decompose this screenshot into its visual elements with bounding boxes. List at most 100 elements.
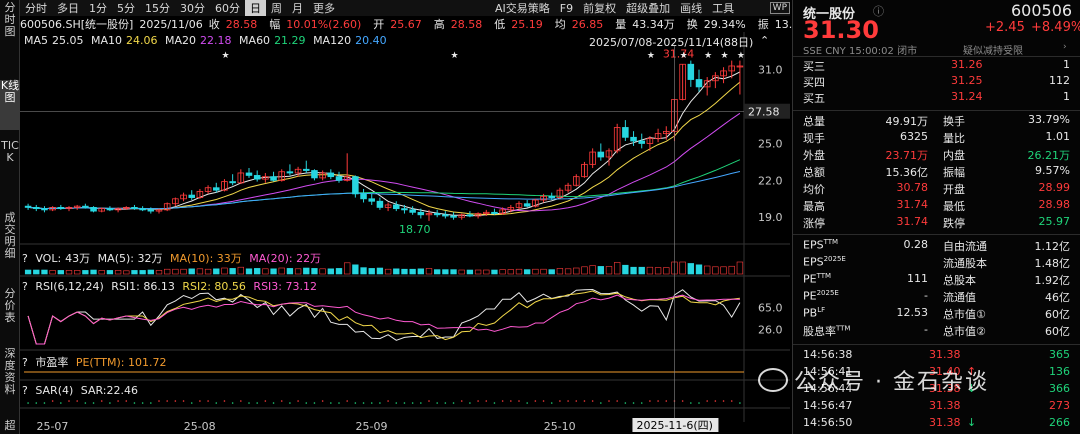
order-label: 买五 xyxy=(803,92,825,105)
period-week[interactable]: 周 xyxy=(271,2,282,15)
volume-bar xyxy=(196,268,204,275)
period-15m[interactable]: 15分 xyxy=(145,2,170,15)
tab-trade-detail[interactable]: 成交明细 xyxy=(4,211,16,260)
collapse-icon[interactable]: ⌃ xyxy=(760,34,770,47)
sar-dot xyxy=(444,402,447,404)
bar-change: 10.01%(2.60) xyxy=(286,18,362,31)
event-star: ★ xyxy=(721,51,729,61)
volume-bar xyxy=(605,266,613,275)
kline-svg[interactable]: 27.58 31.0 25.0 22.0 19.0 31.74 18.70 ★ ★ ★ ★ ★ ★ ★ 65… xyxy=(20,32,790,434)
tab-kline[interactable]: K线图 xyxy=(0,80,20,130)
overlay-button[interactable]: 超级叠加 xyxy=(626,2,671,15)
sar-dot xyxy=(526,402,528,404)
wp-icon[interactable]: WP xyxy=(769,2,790,14)
stat-value: 1.01 xyxy=(1045,130,1071,143)
candle-body xyxy=(327,172,335,178)
candle-body xyxy=(409,209,416,213)
chevron-right-icon[interactable]: › xyxy=(1063,42,1067,52)
period-intraday[interactable]: 分时 xyxy=(25,2,47,15)
tick-volume: 266 xyxy=(1049,416,1070,429)
rsi-tick-label: 26.0 xyxy=(758,323,783,336)
period-more[interactable]: 更多 xyxy=(313,2,335,15)
draw-line-button[interactable]: 画线 xyxy=(680,2,703,15)
kline-chart-area[interactable]: 27.58 31.0 25.0 22.0 19.0 31.74 18.70 ★ ★ ★ ★ ★ ★ ★ 65… xyxy=(20,32,790,434)
stat-key: 总量 xyxy=(803,115,825,128)
ai-strategy-button[interactable]: AI交易策略 xyxy=(495,2,550,15)
period-day[interactable]: 日 xyxy=(245,0,266,16)
sar-dot xyxy=(370,402,373,404)
wechat-icon xyxy=(758,368,788,392)
candle-body xyxy=(90,207,97,212)
sar-dot xyxy=(690,402,692,404)
period-30m[interactable]: 30分 xyxy=(180,2,205,15)
volume-bar xyxy=(147,269,154,275)
candle-body xyxy=(245,172,253,176)
candle-body xyxy=(630,136,637,142)
sar-dot xyxy=(207,400,209,402)
order-price: 31.24 xyxy=(951,90,983,103)
period-60m[interactable]: 60分 xyxy=(215,2,240,15)
sar-dot xyxy=(256,402,258,404)
candle-body xyxy=(491,211,498,214)
period-1m[interactable]: 1分 xyxy=(89,2,107,15)
candle-body xyxy=(114,208,122,211)
period-5m[interactable]: 5分 xyxy=(117,2,135,15)
volume-bar xyxy=(393,268,400,275)
candle-body xyxy=(319,172,326,179)
y-tick-label: 22.0 xyxy=(758,174,783,187)
volume-bar xyxy=(65,270,73,275)
tab-intraday[interactable]: 分时图 xyxy=(4,1,16,38)
rsi-line-12 xyxy=(27,290,740,345)
candle-body xyxy=(335,176,343,181)
volume-bar xyxy=(695,264,703,275)
sar-dot xyxy=(158,400,160,402)
sar-dot xyxy=(591,400,594,402)
tick-time: 14:56:38 xyxy=(803,348,853,361)
fund-key: 股息率TTM xyxy=(803,324,851,338)
stat-value: 9.57% xyxy=(1035,164,1070,177)
candle-body xyxy=(180,194,187,200)
sar-dot xyxy=(436,402,438,404)
tick-time: 14:56:50 xyxy=(803,416,853,429)
sar-dot xyxy=(649,400,651,402)
candle-body xyxy=(425,213,433,216)
volume-bar xyxy=(507,269,514,275)
candle-body xyxy=(703,80,711,88)
fund-value: 111 xyxy=(907,272,928,285)
tab-price-table[interactable]: 分价表 xyxy=(4,287,16,324)
fund-value: 60亿 xyxy=(1045,325,1070,338)
adjust-button[interactable]: 前复权 xyxy=(583,2,617,15)
tab-depth-data[interactable]: 深度资料 xyxy=(4,347,16,396)
stat-key: 内盘 xyxy=(943,149,965,162)
candle-body xyxy=(213,187,220,191)
volume-bar xyxy=(221,267,228,275)
sar-dot xyxy=(190,402,193,404)
sar-dot xyxy=(240,400,242,402)
stat-value: 25.97 xyxy=(1038,215,1071,228)
volume-bar xyxy=(654,267,662,275)
volume-bar xyxy=(49,270,56,275)
candle-body xyxy=(82,205,89,208)
stat-key: 均价 xyxy=(803,183,825,196)
candle-body xyxy=(523,203,531,207)
stat-key: 最低 xyxy=(943,200,965,213)
volume-bar xyxy=(294,268,302,275)
volume-bar xyxy=(245,268,253,275)
stat-value: 23.71万 xyxy=(885,149,929,162)
f9-button[interactable]: F9 xyxy=(559,1,574,15)
tab-more[interactable]: 超 xyxy=(4,419,16,432)
period-month[interactable]: 月 xyxy=(292,2,303,15)
period-multiday[interactable]: 多日 xyxy=(57,2,79,15)
info-icon[interactable]: ⓘ xyxy=(873,5,884,18)
sar-dot xyxy=(460,400,463,402)
tools-button[interactable]: 工具 xyxy=(712,2,735,15)
tab-tick[interactable]: TICK xyxy=(1,139,19,164)
candle-body xyxy=(646,138,654,144)
candle-body xyxy=(294,168,302,174)
rsi-line-6 xyxy=(27,288,741,345)
candle-body xyxy=(131,207,138,210)
stat-key: 换手 xyxy=(943,115,965,128)
sar-dot xyxy=(313,402,316,404)
sar-dot xyxy=(452,402,455,404)
stat-value: 49.91万 xyxy=(885,115,929,128)
